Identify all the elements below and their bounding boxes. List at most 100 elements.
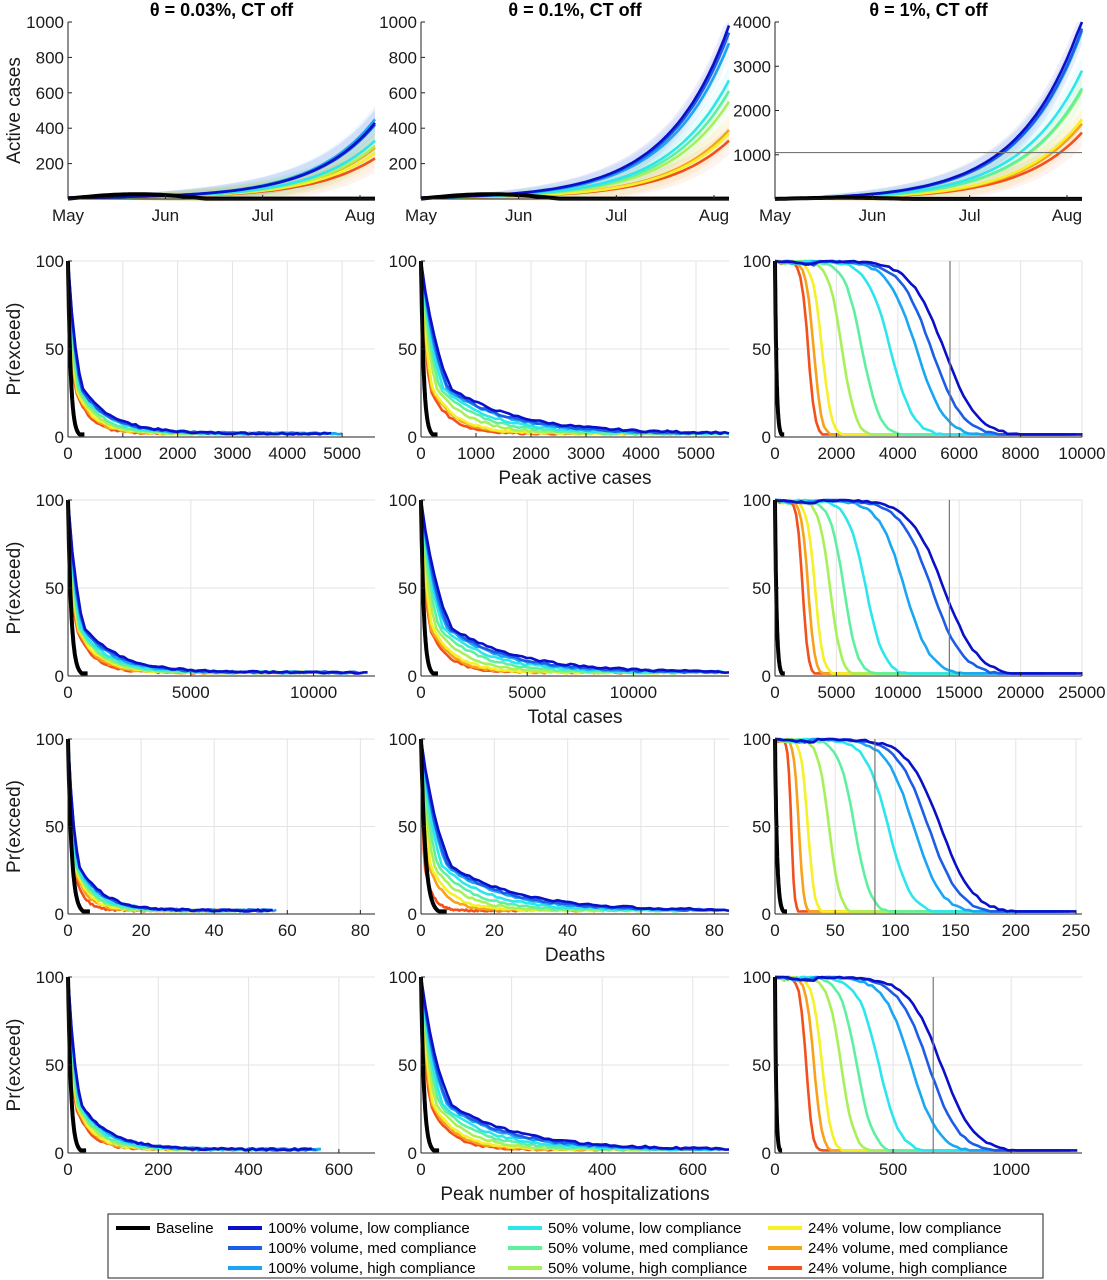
y-tick-label: 3000 — [733, 57, 771, 76]
panel-r2-c2: 0 5000 10000 15000 20000 25000 0 50 100 — [743, 491, 1106, 702]
y-tick-label: 0 — [408, 905, 417, 924]
x-tick-label: Jul — [252, 206, 274, 225]
panel-r4-c0: 0 200 400 600 0 50 100 Pr(exceed) — [4, 968, 375, 1179]
legend-frame — [107, 1213, 1044, 1279]
series-line-2 — [419, 260, 724, 436]
legend-item-label: Baseline — [156, 1220, 214, 1237]
y-tick-label: 100 — [36, 252, 64, 271]
x-tick-label: Jul — [605, 206, 627, 225]
series-band — [775, 22, 1082, 200]
panel-r2-c1: 0 5000 10000 0 50 100 Total cases — [389, 491, 730, 728]
series-band — [775, 56, 1082, 201]
y-tick-label: 100 — [743, 252, 771, 271]
x-axis-label: Total cases — [527, 707, 622, 728]
series-line-1 — [419, 499, 730, 674]
series-line-7 — [419, 260, 675, 436]
x-tick-label: 1000 — [104, 444, 142, 463]
series-line-4 — [66, 976, 322, 1152]
legend-item-label: 24% volume, low compliance — [808, 1220, 1001, 1237]
y-tick-label: 100 — [36, 491, 64, 510]
series-line-1 — [774, 737, 1076, 913]
series-line-1 — [66, 738, 274, 913]
y-tick-label: 50 — [45, 818, 64, 837]
series-line-5 — [66, 976, 308, 1152]
panel-title: θ = 0.03%, CT off — [150, 0, 294, 20]
series-line-0 — [773, 499, 787, 676]
x-tick-label: 4000 — [268, 444, 306, 463]
y-tick-label: 50 — [398, 579, 417, 598]
x-tick-label: 150 — [941, 921, 969, 940]
series-line-6 — [775, 259, 1015, 436]
series-line-6 — [419, 738, 660, 913]
panel-r0-c1: May Jun Jul Aug 200 400 600 800 1000 θ = 0.1%, CT… — [379, 0, 731, 225]
y-tick-label: 0 — [408, 428, 417, 447]
series-line-3 — [66, 260, 343, 436]
y-tick-label: 200 — [389, 155, 417, 174]
y-tick-label: 0 — [762, 905, 771, 924]
series-line-2 — [774, 975, 1071, 1152]
x-tick-label: 20000 — [997, 683, 1044, 702]
series-line-5 — [419, 260, 719, 436]
x-tick-label: 0 — [416, 1160, 425, 1179]
series-line-4 — [66, 499, 351, 675]
series-line-5 — [66, 499, 339, 675]
x-tick-label: 40 — [558, 921, 577, 940]
x-tick-label: 20 — [485, 921, 504, 940]
x-tick-label: Jul — [959, 206, 981, 225]
x-axis-label: Peak number of hospitalizations — [440, 1184, 709, 1205]
series-line-0 — [66, 738, 92, 914]
x-tick-label: 5000 — [508, 683, 546, 702]
series-line-1 — [774, 259, 1082, 436]
y-tick-label: 1000 — [733, 146, 771, 165]
x-tick-label: May — [759, 206, 792, 225]
panel-r3-c1: 0 20 40 60 80 0 50 100 Deaths — [389, 730, 730, 966]
series-line-4 — [419, 260, 730, 436]
x-tick-label: Jun — [505, 206, 532, 225]
x-tick-label: 4000 — [622, 444, 660, 463]
series-line-8 — [774, 975, 993, 1152]
x-tick-label: 2000 — [159, 444, 197, 463]
panel-title: θ = 0.1%, CT off — [508, 0, 642, 20]
x-tick-label: Jun — [859, 206, 886, 225]
legend-item-label: 50% volume, low compliance — [548, 1220, 741, 1237]
series-line-1 — [419, 738, 730, 913]
x-tick-label: 400 — [234, 1160, 262, 1179]
x-tick-label: 40 — [205, 921, 224, 940]
legend-box: Baseline 100% volume, low compliance 100% … — [107, 1213, 1044, 1279]
series-line-3 — [419, 260, 724, 435]
y-tick-label: 0 — [762, 1144, 771, 1163]
y-tick-label: 100 — [36, 730, 64, 749]
x-tick-label: 1000 — [992, 1160, 1030, 1179]
y-tick-label: 800 — [389, 48, 417, 67]
series-line-0 — [773, 976, 784, 1153]
series-line-3 — [66, 499, 358, 675]
y-tick-label: 600 — [389, 84, 417, 103]
series-line-4 — [66, 738, 270, 913]
y-tick-label: 0 — [408, 1144, 417, 1163]
x-tick-label: 10000 — [290, 683, 337, 702]
series-line-2 — [66, 499, 363, 675]
legend-item-label: 24% volume, med compliance — [808, 1240, 1008, 1257]
x-tick-label: 5000 — [323, 444, 361, 463]
y-tick-label: 2000 — [733, 102, 771, 121]
series-line-8 — [419, 499, 660, 675]
x-tick-label: 250 — [1062, 921, 1090, 940]
panel-r3-c0: 0 20 40 60 80 0 50 100 Pr(exceed) — [4, 730, 375, 940]
series-line-6 — [66, 976, 294, 1152]
y-tick-label: 0 — [408, 667, 417, 686]
x-tick-label: 5000 — [677, 444, 715, 463]
series-line-1 — [774, 498, 1082, 675]
x-tick-label: 600 — [325, 1160, 353, 1179]
x-tick-label: 0 — [63, 683, 72, 702]
series-line-2 — [419, 976, 725, 1151]
series-line-2 — [419, 499, 724, 675]
series-line-1 — [66, 260, 332, 436]
y-tick-label: 100 — [743, 968, 771, 987]
y-tick-label: 0 — [762, 428, 771, 447]
series-line-5 — [66, 738, 259, 913]
series-line-1 — [66, 499, 368, 675]
series-band — [775, 22, 1082, 200]
y-tick-label: 100 — [743, 491, 771, 510]
x-tick-label: Aug — [345, 206, 375, 225]
